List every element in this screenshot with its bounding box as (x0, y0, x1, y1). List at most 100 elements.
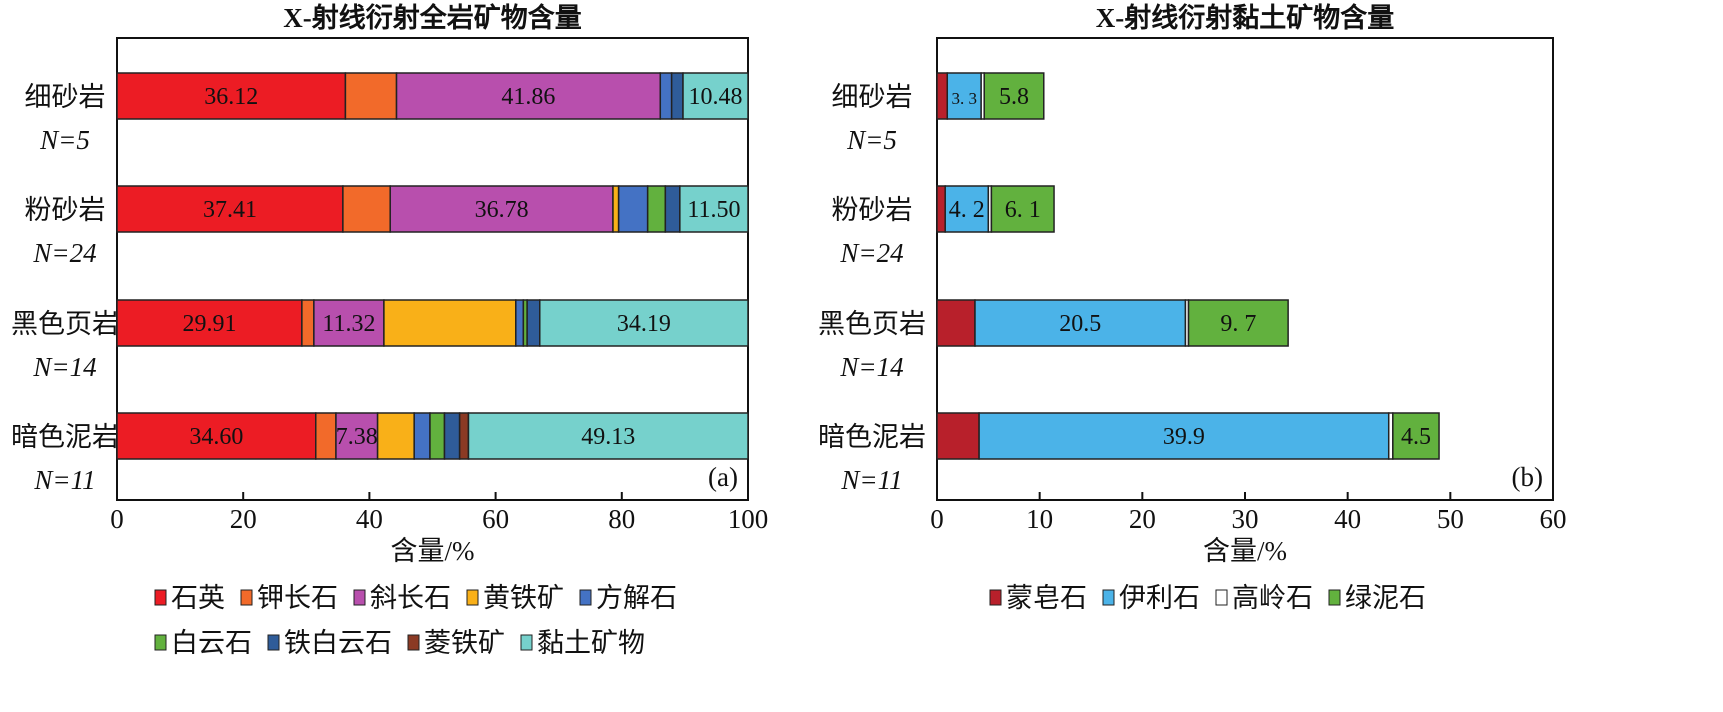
legend-swatch (267, 634, 280, 651)
bar-segment (515, 299, 525, 347)
legend-label: 菱铁矿 (424, 628, 505, 658)
bar-segment (413, 412, 431, 460)
sample-count-label: N=14 (32, 352, 96, 382)
data-label: 11.50 (687, 197, 740, 223)
bar-segment (612, 185, 620, 233)
x-tick-label: 20 (1129, 504, 1156, 534)
chart-title: X-射线衍射全岩矿物含量 (283, 2, 582, 33)
bar-segment (389, 185, 614, 233)
x-tick-label: 40 (356, 504, 383, 534)
bar-segment (646, 185, 667, 233)
bar-segment (1187, 299, 1289, 347)
plot-frame (116, 37, 749, 501)
data-label: 6. 1 (1005, 197, 1041, 223)
x-tick-label: 60 (482, 504, 509, 534)
data-label: 36.78 (475, 197, 529, 223)
panel-b: X-射线衍射黏土矿物含量 0 10 20 30 40 50 60 含量/% (b) 细砂岩 N=5 3.… (818, 2, 1567, 613)
legend-label: 绿泥石 (1345, 583, 1426, 613)
legend-swatch (579, 589, 592, 606)
bar-segment (946, 72, 982, 120)
sample-count-label: N=11 (840, 465, 902, 495)
y-category-label: 暗色泥岩 (818, 422, 926, 452)
y-category-label: 暗色泥岩 (11, 422, 119, 452)
bar-segment (344, 72, 398, 120)
bar-segment (116, 412, 317, 460)
x-axis-label: 含量/% (391, 536, 475, 566)
bar-segment (301, 299, 315, 347)
legend-swatch (1102, 589, 1115, 606)
legend-label: 黄铁矿 (483, 583, 564, 613)
legend-swatch (466, 589, 479, 606)
data-label: 41.86 (501, 84, 555, 110)
legend-swatch (989, 589, 1002, 606)
y-category-label: 粉砂岩 (25, 195, 106, 225)
legend-label: 石英 (171, 583, 225, 613)
panel-label: (a) (708, 462, 738, 492)
bar-segment (936, 412, 980, 460)
bar-segment (443, 412, 461, 460)
bar-segment (315, 412, 337, 460)
bar-segment (467, 412, 749, 460)
y-category-label: 黑色页岩 (11, 309, 119, 339)
legend-swatch (1328, 589, 1341, 606)
x-tick-label: 50 (1437, 504, 1464, 534)
x-tick-label: 100 (728, 504, 769, 534)
bar-segment (458, 412, 470, 460)
data-label: 10.48 (689, 84, 743, 110)
x-tick-label: 10 (1026, 504, 1053, 534)
bar-segment (617, 185, 649, 233)
legend-item: 白云石 (154, 628, 252, 658)
bar-segment (116, 72, 347, 120)
legend-item: 黄铁矿 (466, 583, 564, 613)
legend-item: 伊利石 (1102, 583, 1200, 613)
legend-swatch (154, 634, 167, 651)
bar-segment (978, 412, 1390, 460)
sample-count-label: N=24 (32, 238, 96, 268)
legend-label: 斜长石 (370, 583, 451, 613)
bar-segment (429, 412, 446, 460)
data-label: 9. 7 (1220, 311, 1256, 337)
legend-swatch (1215, 589, 1228, 606)
bar-segment (944, 185, 990, 233)
panel-label: (b) (1512, 462, 1543, 492)
legend-swatch (353, 589, 366, 606)
legend-label: 钾长石 (257, 583, 338, 613)
sample-count-label: N=11 (33, 465, 95, 495)
bar-segment (983, 72, 1045, 120)
bar-segment (335, 412, 379, 460)
y-category-label: 细砂岩 (832, 82, 913, 112)
bar-segment (539, 299, 749, 347)
legend-item: 钾长石 (240, 583, 338, 613)
y-category-label: 黑色页岩 (818, 309, 926, 339)
data-label: 3. 3 (951, 89, 977, 108)
bar-segment (383, 299, 517, 347)
legend-label: 蒙皂石 (1006, 583, 1087, 613)
x-tick-label: 20 (230, 504, 257, 534)
data-label: 36.12 (204, 84, 258, 110)
x-axis-label: 含量/% (1203, 536, 1287, 566)
data-label: 49.13 (581, 424, 635, 450)
x-tick-label: 80 (608, 504, 635, 534)
legend-item: 高岭石 (1215, 583, 1313, 613)
sample-count-label: N=5 (846, 125, 897, 155)
data-label: 4.5 (1401, 424, 1431, 450)
bar-segment (376, 412, 415, 460)
bar-segment (682, 72, 749, 120)
legend-swatch (407, 634, 420, 651)
bar-segment (526, 299, 541, 347)
legend-swatch (520, 634, 533, 651)
data-label: 34.19 (617, 311, 671, 337)
y-category-label: 粉砂岩 (832, 195, 913, 225)
legend-label: 铁白云石 (284, 628, 392, 658)
legend-item: 斜长石 (353, 583, 451, 613)
x-tick-label: 0 (110, 504, 124, 534)
bar-segment (395, 72, 662, 120)
legend-item: 方解石 (579, 583, 677, 613)
data-label: 11.32 (322, 311, 375, 337)
y-category-label: 细砂岩 (25, 82, 106, 112)
legend-item: 铁白云石 (267, 628, 392, 658)
data-label: 20.5 (1059, 311, 1101, 337)
legend-label: 伊利石 (1119, 583, 1200, 613)
bar-segment (670, 72, 684, 120)
